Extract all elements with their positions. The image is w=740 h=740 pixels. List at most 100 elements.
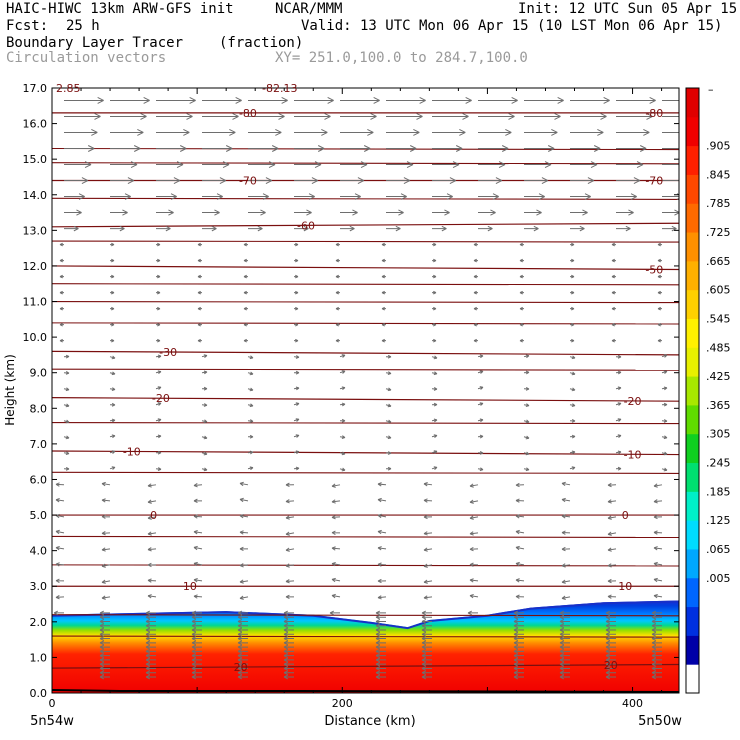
wind-vector: [335, 274, 340, 279]
wind-vector: [377, 595, 387, 600]
isotherm-line: [52, 283, 679, 286]
wind-vector: [193, 561, 203, 567]
wind-vector: [431, 355, 438, 360]
wind-vector: [156, 225, 171, 232]
wind-vector: [651, 674, 662, 680]
wind-vector: [605, 661, 616, 667]
wind-vector: [99, 666, 110, 671]
wind-vector: [432, 290, 437, 295]
wind-vector: [381, 274, 386, 279]
wind-vector: [239, 497, 249, 503]
y-tick-label: 10.0: [23, 331, 48, 344]
wind-vector: [237, 666, 248, 671]
wind-vector: [191, 623, 202, 629]
wind-vector: [473, 290, 478, 295]
wind-vector: [478, 161, 506, 168]
axes: 0.0 1.0 2.0 3.0 4.0 5.0 6.0 7.0 8.0 9.0 10.0 11.0 12…: [23, 82, 679, 710]
isotherm-line: [52, 240, 679, 243]
wind-vector: [63, 419, 70, 424]
wind-vector: [570, 242, 575, 247]
fcst-value: 25 h: [66, 18, 100, 34]
wind-vector: [569, 434, 576, 439]
wind-vector: [513, 661, 524, 667]
colorbar-label: .545: [706, 312, 731, 325]
wind-vector: [110, 242, 115, 247]
colorbar-label: .725: [706, 226, 731, 239]
wind-vector: [421, 649, 432, 654]
contour-label--80: -80: [239, 107, 257, 120]
wind-vector: [559, 661, 570, 667]
wind-vector: [201, 370, 208, 375]
y-tick-label: 15.0: [23, 153, 48, 166]
wind-vector: [55, 482, 65, 487]
wind-vector: [247, 466, 254, 471]
wind-vector: [247, 450, 254, 455]
contour-label--10: -10: [624, 448, 642, 461]
colorbar-swatch: [686, 520, 699, 550]
wind-vector: [605, 623, 616, 629]
wind-vector: [421, 657, 432, 663]
wind-vector: [193, 498, 203, 504]
wind-vector: [331, 515, 341, 520]
wind-vector: [569, 450, 576, 455]
y-tick-label: 4.0: [30, 545, 48, 558]
wind-vector: [294, 225, 309, 232]
wind-vector: [247, 434, 254, 439]
wind-vector: [239, 481, 249, 487]
wind-vector: [477, 386, 484, 390]
wind-vector: [145, 649, 156, 654]
wind-vector: [469, 515, 479, 520]
wind-vector: [423, 547, 433, 552]
wind-vector: [431, 371, 438, 376]
cross-section-coords: XY= 251.0,100.0 to 284.7,100.0: [275, 50, 528, 66]
wind-vector: [561, 497, 571, 503]
wind-vector: [432, 242, 437, 247]
wind-vector: [524, 161, 552, 168]
wind-vector: [653, 483, 663, 488]
wind-vector: [653, 577, 663, 583]
wind-vector: [331, 593, 341, 599]
wind-vector: [385, 354, 392, 359]
wind-vector: [335, 306, 340, 311]
wind-vector: [651, 627, 662, 633]
wind-vector: [283, 670, 294, 676]
wind-vector: [197, 290, 202, 295]
wind-vector: [651, 666, 662, 671]
wind-vector: [340, 97, 380, 104]
wind-vector: [293, 402, 300, 407]
wind-vector: [513, 657, 524, 663]
wind-vector: [513, 644, 524, 650]
wind-vector: [432, 177, 457, 184]
wind-vector: [473, 258, 478, 263]
wind-vector: [607, 594, 617, 599]
wind-vector: [662, 225, 677, 232]
wind-vector: [294, 322, 299, 327]
wind-vector: [110, 145, 141, 152]
wind-vector: [156, 242, 161, 247]
wind-vector: [513, 619, 524, 624]
wind-vector: [99, 623, 110, 629]
wind-vector: [559, 657, 570, 663]
wind-vector: [469, 578, 479, 583]
wind-vector: [339, 435, 346, 439]
wind-vector: [615, 354, 622, 359]
wind-vector: [524, 225, 539, 232]
wind-vector: [110, 113, 147, 120]
wind-vector: [607, 531, 617, 536]
wind-vector: [651, 649, 662, 654]
wind-vector: [99, 670, 110, 676]
wind-vector: [662, 115, 679, 117]
wind-vector: [294, 193, 315, 200]
wind-vector: [145, 644, 156, 650]
wind-vector: [340, 113, 377, 120]
wind-vector: [570, 290, 575, 295]
wind-vector: [197, 274, 202, 279]
wind-vector: [385, 387, 392, 392]
clipped-label-center: -82.13: [262, 82, 297, 95]
wind-vector: [248, 161, 276, 168]
circulation-vectors: [53, 97, 679, 680]
wind-vector: [59, 242, 64, 247]
wind-vector: [605, 614, 616, 620]
wind-vector: [285, 563, 295, 568]
